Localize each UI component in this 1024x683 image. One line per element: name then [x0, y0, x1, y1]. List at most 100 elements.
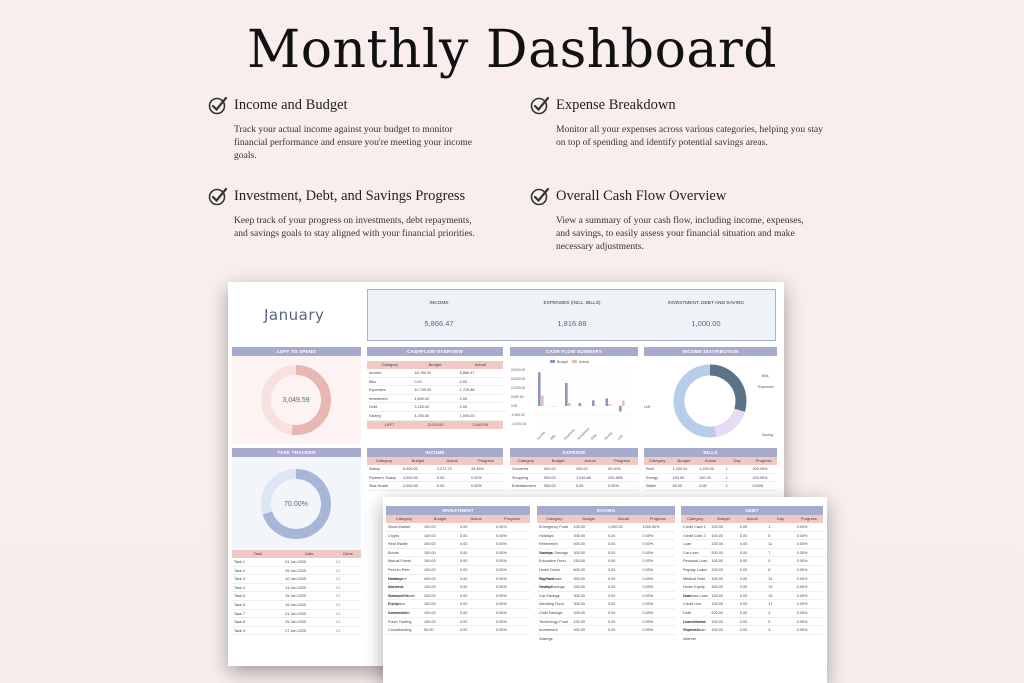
table-cell: Energy: [646, 475, 659, 480]
col-header: Category: [395, 516, 413, 521]
done-checkbox[interactable]: ☐: [336, 620, 340, 625]
table-cell: 0.00%: [642, 550, 654, 555]
done-checkbox[interactable]: ☐: [336, 611, 340, 616]
table-cell: Investment Savings: [539, 628, 558, 641]
table-row: Expenses 12,799.00 1,716.88: [367, 386, 503, 395]
table-cell: 0.00: [608, 533, 616, 538]
table-row: Water 50.00 0.00 1 0.00%: [644, 482, 777, 491]
table-cell: 0.00%: [496, 542, 507, 547]
table-cell: Personal Loan: [683, 559, 708, 564]
saving-table: Emergency Fund 100.00 1,000.00 1000.00% Holi…: [537, 523, 675, 641]
kpi-expenses-label: EXPENSES (INCL. BILLS): [543, 301, 601, 306]
table-row: Partner's Salary 4,000.00 0.00 0.00%: [367, 474, 503, 483]
y-tick-label: 5,000.00: [511, 395, 524, 399]
table-cell: Retirement Accounts: [388, 576, 407, 590]
table-cell: 100.00: [711, 602, 724, 607]
table-row: Salary 5,000.00 2,272.72 45.45%: [367, 465, 503, 474]
table-cell: 0.00: [608, 550, 616, 555]
table-cell: 0.00%: [642, 542, 654, 547]
table-cell: 0.00%: [642, 602, 654, 607]
col-header: Category: [517, 458, 535, 463]
table-cell: 5: [768, 533, 771, 538]
table-cell: 400.00: [573, 542, 586, 547]
table-cell: Credit Line: [683, 602, 702, 607]
task-name: Task 4: [234, 585, 245, 590]
feature-desc: Monitor all your expenses across various…: [556, 124, 823, 148]
table-cell: 0.00: [608, 610, 616, 615]
feature-investment-progress: Investment, Debt, and Savings Progress K…: [208, 186, 478, 240]
legend-budget: Budget: [557, 360, 568, 364]
table-cell: 0.00: [608, 628, 616, 633]
table-cell: 0.00: [739, 576, 748, 581]
page-title: Monthly Dashboard: [246, 20, 778, 80]
left-to-spend-header: LEFT TO SPEND: [232, 347, 361, 356]
table-cell: 0.00: [437, 484, 445, 489]
y-tick-label: 0.00: [511, 404, 517, 408]
table-row: Startups/Private Equity 200.00 0.00 0.00%: [386, 592, 530, 606]
table-cell: 1,200.00: [699, 467, 714, 471]
bar: [592, 400, 595, 406]
income-distribution-header: INCOME DISTRIBUTION: [644, 347, 777, 356]
table-cell: Debt Consolidation: [683, 610, 707, 624]
table-header: Category Budget Actual Progress: [367, 457, 503, 465]
table-cell: Car Loan: [683, 550, 699, 555]
table-cell: Home Equity Loan: [683, 585, 705, 598]
dashboard-sheet: January INCOME 5,866.47 EXPENSES (INCL. B…: [228, 282, 784, 666]
task-name: Task 9: [234, 628, 245, 633]
table-header: Category Budget Actual Progress: [510, 457, 638, 465]
table-cell: Forex Trading: [388, 619, 412, 624]
table-cell: 0.00%: [796, 585, 808, 590]
table-cell: 100.00%: [752, 475, 768, 480]
col-header: Budget: [677, 458, 691, 463]
x-tick-label: Debt: [590, 433, 598, 441]
col-header: Progress: [755, 458, 772, 463]
table-cell: 200.00: [711, 610, 724, 615]
table-row: Retirement Accounts 400.00 0.00 0.00%: [386, 575, 530, 590]
done-checkbox[interactable]: ☐: [336, 585, 340, 590]
task-name: Task 3: [234, 577, 245, 582]
done-checkbox[interactable]: ☐: [336, 560, 340, 564]
table-cell: 150.00: [573, 559, 586, 564]
bills-table: Rent 1,200.00 1,200.00 1 100.00% Energy 100.00…: [644, 465, 777, 491]
col-header: Category: [687, 516, 704, 521]
table-cell: 0.00%: [796, 628, 808, 633]
expense-panel-header: EXPENSE: [510, 448, 638, 457]
check-circle-icon: [530, 96, 550, 115]
table-row: Mutual Funds 100.00 0.00 0.00%: [386, 557, 530, 566]
table-cell: 0.00%: [642, 567, 654, 572]
col-header: Category: [649, 458, 666, 463]
table-cell: 100.00: [424, 610, 436, 615]
table-header: Category Budget Actual Day Progress: [681, 515, 823, 523]
table-row: Student Loan Interest 100.00 0.00 4 0.00%: [681, 626, 823, 641]
table-cell: Salary: [369, 467, 380, 471]
table-cell: 5: [768, 559, 771, 564]
income-table: Salary 5,000.00 2,272.72 45.45% Partner's Sa…: [367, 465, 503, 491]
x-tick-label: Left: [617, 434, 624, 441]
table-cell: Bonds: [388, 550, 399, 555]
table-cell: 50.00%: [608, 467, 621, 471]
table-cell: 0.00: [459, 379, 468, 384]
task-row: Task 3 10 Jan 2025 ☐: [232, 575, 361, 584]
done-checkbox[interactable]: ☐: [336, 602, 340, 607]
table-cell: 0.00: [608, 602, 616, 607]
col-header: Done: [343, 551, 353, 556]
table-cell: 0.00%: [496, 559, 507, 564]
legend-actual-swatch: [572, 360, 577, 363]
table-cell: 1,600.00: [414, 396, 430, 401]
table-cell: 10: [768, 585, 773, 590]
table-row: Credit Line 100.00 0.00 17 0.00%: [681, 600, 823, 609]
table-row: Income 18,780.00 5,866.47: [367, 369, 503, 378]
table-cell: 100.00: [573, 619, 586, 624]
table-cell: 0.00: [576, 484, 584, 489]
done-checkbox[interactable]: ☐: [336, 568, 340, 573]
task-tracker-value: 70.00%: [284, 501, 308, 508]
bar: [538, 372, 541, 406]
done-checkbox[interactable]: ☐: [336, 577, 340, 582]
feature-cashflow-overview: Overall Cash Flow Overview View a summar…: [530, 186, 804, 253]
table-row: Energy 100.00 100.00 1 100.00%: [644, 474, 777, 483]
y-tick-label: 15,000.00: [511, 377, 525, 381]
table-cell: Partner's Salary: [369, 475, 396, 480]
table-cell: 0.00: [739, 542, 748, 547]
done-checkbox[interactable]: ☐: [336, 628, 340, 633]
done-checkbox[interactable]: ☐: [336, 594, 340, 599]
